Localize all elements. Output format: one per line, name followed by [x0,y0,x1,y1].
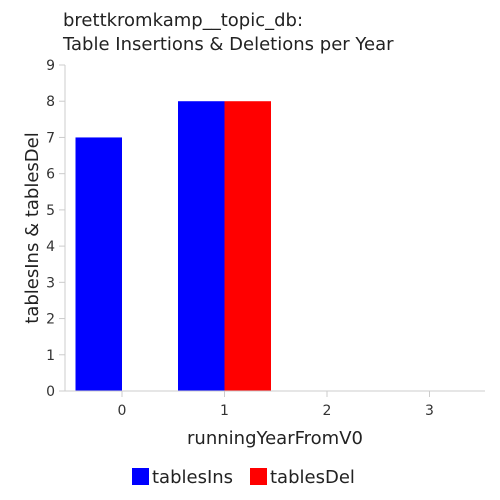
x-tick-label: 3 [425,403,434,419]
chart-title: brettkromkamp__topic_db: Table Insertion… [62,10,394,55]
y-axis-label: tablesIns & tablesDel [22,132,43,323]
y-tick-label: 8 [46,94,55,110]
y-tick-label: 7 [46,130,55,146]
legend-swatch-tablesIns [132,468,149,485]
y-tick-label: 1 [46,348,55,364]
chart-title-line-1: brettkromkamp__topic_db: [63,10,303,31]
legend-label-tablesIns: tablesIns [152,467,233,488]
y-tick-label: 0 [46,384,55,400]
legend-swatch-tablesDel [250,468,267,485]
legend: tablesIns tablesDel [132,467,355,488]
y-tick-label: 5 [46,203,55,219]
y-tick-label: 3 [46,275,55,291]
x-axis-ticks: 0 1 2 3 [118,391,434,419]
bar-tablesDel-1 [224,101,271,391]
y-tick-label: 4 [46,239,55,255]
bars-group [75,101,271,391]
x-tick-label: 0 [118,403,127,419]
plot-area: 0 1 2 3 4 5 6 7 8 9 0 1 2 3 [46,58,485,419]
x-tick-label: 1 [220,403,229,419]
y-tick-label: 2 [46,312,55,328]
x-axis-label: runningYearFromV0 [187,428,363,449]
y-tick-label: 9 [46,58,55,74]
chart-title-line-2: Table Insertions & Deletions per Year [62,34,394,55]
legend-label-tablesDel: tablesDel [270,467,355,488]
bar-tablesIns-1 [178,101,225,391]
y-axis-ticks: 0 1 2 3 4 5 6 7 8 9 [46,58,65,400]
bar-tablesIns-0 [75,137,122,391]
y-tick-label: 6 [46,167,55,183]
x-tick-label: 2 [323,403,332,419]
